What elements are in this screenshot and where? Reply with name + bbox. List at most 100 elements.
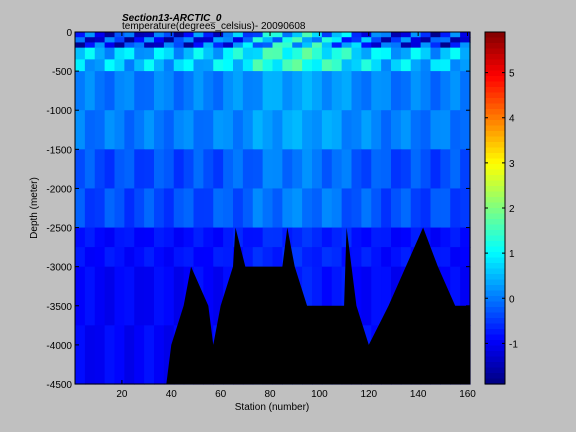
heatmap-cell — [134, 247, 145, 268]
heatmap-cell — [203, 37, 214, 44]
heatmap-cell — [351, 188, 362, 229]
heatmap-cell — [460, 37, 471, 44]
heatmap-cell — [262, 59, 274, 72]
colorbar-cell — [485, 158, 505, 165]
heatmap-cell — [223, 71, 234, 111]
heatmap-cell — [173, 71, 185, 111]
heatmap-cell — [312, 71, 323, 111]
heatmap-cell — [124, 266, 135, 326]
heatmap-cell — [84, 188, 96, 229]
heatmap-cell — [252, 42, 264, 49]
heatmap-cell — [75, 227, 86, 248]
heatmap-cell — [450, 59, 461, 72]
heatmap-cell — [391, 37, 402, 44]
heatmap-cell — [114, 247, 125, 268]
heatmap-cell — [292, 71, 303, 111]
heatmap-cell — [144, 59, 155, 72]
heatmap-cell — [104, 325, 116, 385]
x-tick-label: 80 — [264, 389, 276, 400]
heatmap-cell — [262, 42, 274, 49]
heatmap-cell — [410, 227, 422, 248]
heatmap-cell — [321, 247, 333, 268]
heatmap-cell — [361, 59, 372, 72]
heatmap-cell — [84, 325, 96, 385]
heatmap-cell — [331, 266, 343, 326]
heatmap-cell — [292, 227, 303, 248]
heatmap-cell — [213, 110, 224, 150]
heatmap-cell — [420, 42, 432, 49]
heatmap-cell — [104, 149, 116, 190]
heatmap-cell — [351, 110, 362, 150]
heatmap-cell — [75, 42, 86, 49]
heatmap-cell — [104, 227, 116, 248]
heatmap-cell — [381, 110, 392, 150]
colorbar-cell — [485, 208, 505, 215]
heatmap-cell — [183, 37, 195, 44]
heatmap-cell — [183, 188, 195, 229]
heatmap-cell — [400, 71, 412, 111]
heatmap-cell — [440, 71, 451, 111]
heatmap-cell — [430, 149, 441, 190]
colorbar-cell — [485, 103, 505, 110]
heatmap-cell — [331, 188, 343, 229]
heatmap-cell — [154, 188, 165, 229]
heatmap-cell — [154, 149, 165, 190]
heatmap-cell — [223, 247, 234, 268]
heatmap-cell — [144, 47, 155, 60]
heatmap-cell — [420, 110, 432, 150]
heatmap-cell — [203, 42, 214, 49]
heatmap-cell — [321, 37, 333, 44]
heatmap-cell — [420, 149, 432, 190]
heatmap-cell — [460, 32, 471, 38]
heatmap-cell — [440, 227, 451, 248]
heatmap-cell — [460, 59, 471, 72]
heatmap-cell — [252, 110, 264, 150]
heatmap-cell — [144, 325, 155, 385]
heatmap-cell — [84, 32, 96, 38]
heatmap-cell — [233, 59, 244, 72]
heatmap-cell — [163, 42, 175, 49]
heatmap-cell — [144, 149, 155, 190]
heatmap-cell — [420, 37, 432, 44]
heatmap-cell — [193, 71, 204, 111]
heatmap-cell — [223, 227, 234, 248]
heatmap-cell — [163, 47, 175, 60]
heatmap-cell — [134, 32, 145, 38]
heatmap-cell — [154, 247, 165, 268]
heatmap-cell — [84, 71, 96, 111]
heatmap-cell — [173, 266, 185, 326]
heatmap-cell — [114, 47, 125, 60]
x-tick-label: 60 — [215, 389, 227, 400]
colorbar-cell — [485, 186, 505, 193]
heatmap-cell — [361, 149, 372, 190]
heatmap-cell — [203, 188, 214, 229]
heatmap-cell — [371, 32, 382, 38]
heatmap-cell — [460, 266, 471, 326]
colorbar-ticks: 5 4 3 2 1 0 -1 — [485, 69, 518, 350]
y-tick-label: -500 — [52, 67, 72, 78]
heatmap-cell — [381, 59, 392, 72]
heatmap-cell — [163, 59, 175, 72]
heatmap-cell — [242, 47, 254, 60]
heatmap-cell — [341, 149, 353, 190]
heatmap-cell — [223, 37, 234, 44]
heatmap-cell — [154, 110, 165, 150]
heatmap-cell — [252, 247, 264, 268]
heatmap-cell — [213, 37, 224, 44]
colorbar-tick-label: -1 — [509, 339, 518, 350]
heatmap-cell — [312, 47, 323, 60]
heatmap-cell — [124, 149, 135, 190]
heatmap-cell — [134, 71, 145, 111]
heatmap-cell — [104, 247, 116, 268]
heatmap-cell — [154, 325, 165, 385]
y-tick-label: -3000 — [46, 263, 72, 274]
heatmap-cell — [371, 47, 382, 60]
plot-frame — [74, 31, 471, 385]
heatmap-cell — [440, 37, 451, 44]
heatmap-cell — [341, 42, 353, 49]
heatmap-cell — [292, 59, 303, 72]
heatmap-cell — [144, 110, 155, 150]
heatmap-cell — [183, 149, 195, 190]
heatmap-cell — [400, 59, 412, 72]
